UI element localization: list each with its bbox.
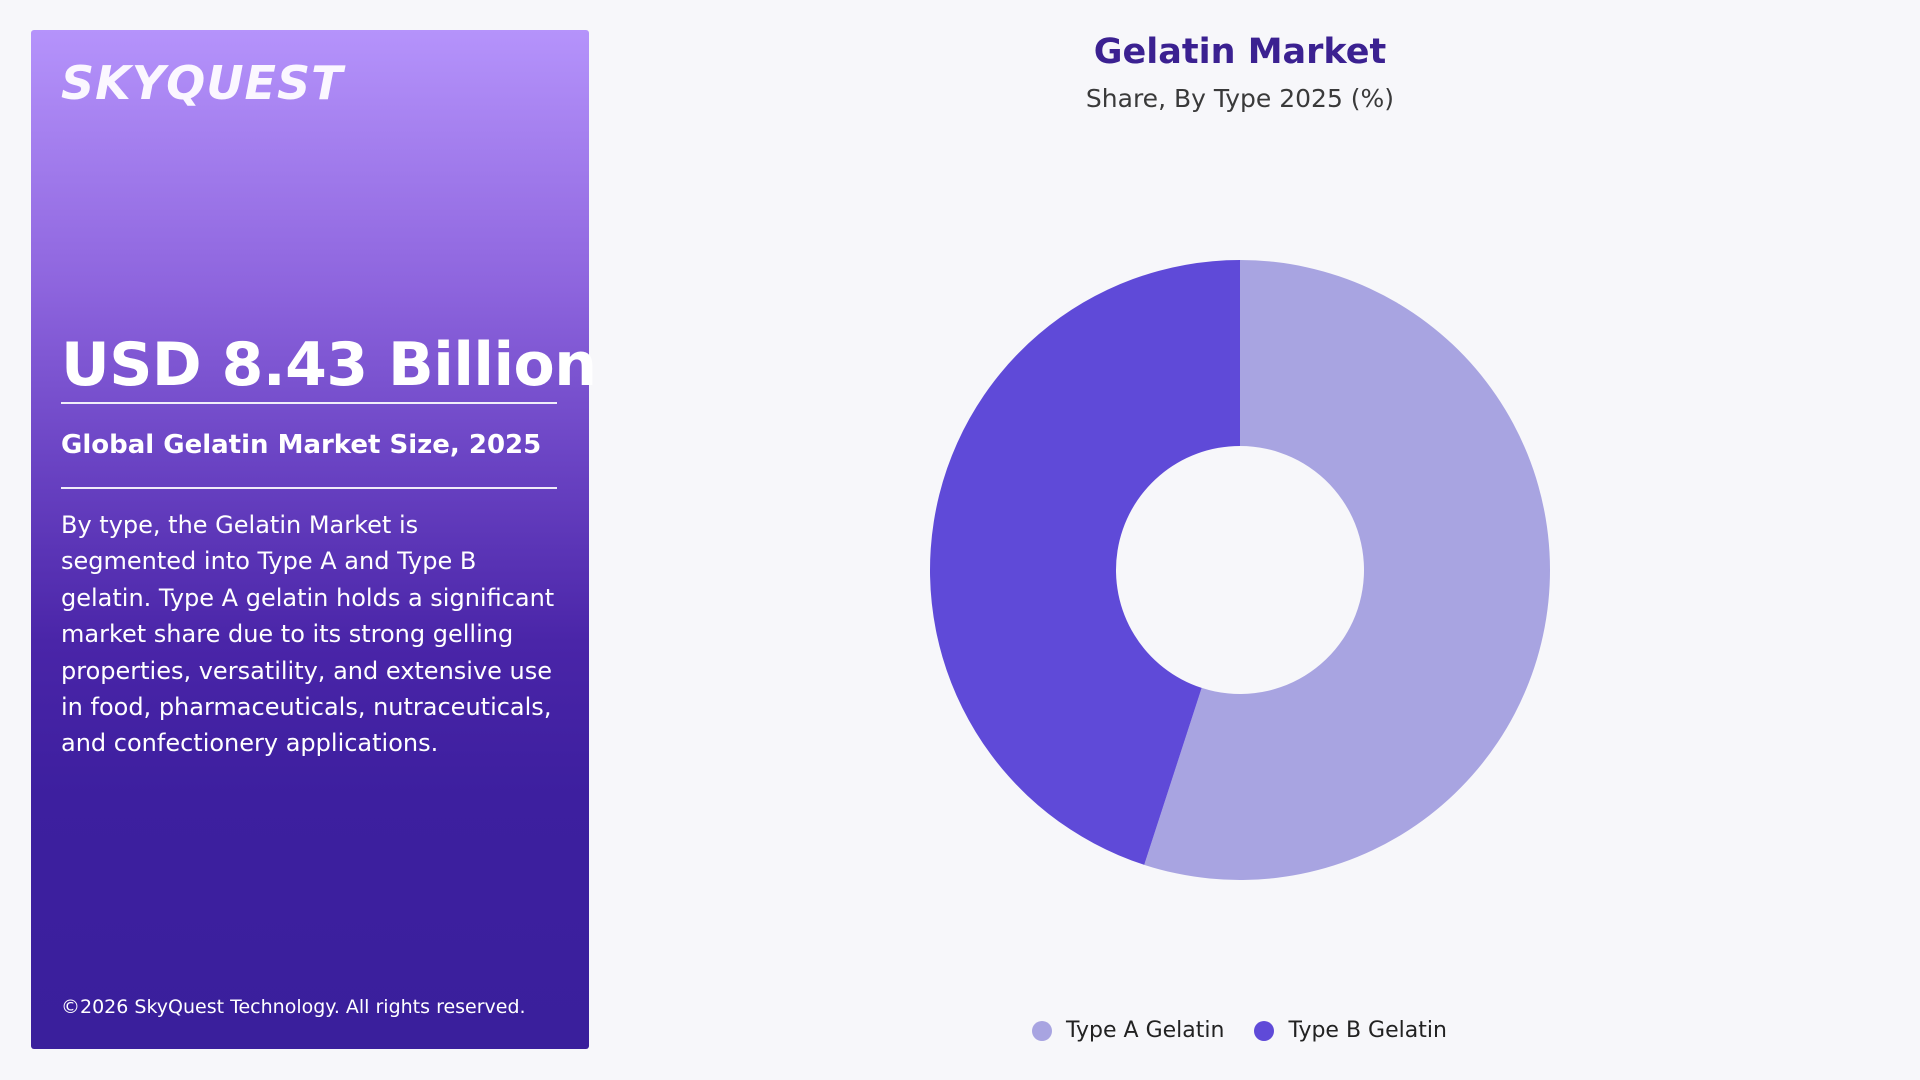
market-size-subhead: Global Gelatin Market Size, 2025 — [61, 430, 542, 460]
divider-bottom — [61, 487, 557, 489]
legend-label: Type A Gelatin — [1066, 1018, 1225, 1043]
legend-swatch — [1032, 1020, 1052, 1041]
legend-item: Type B Gelatin — [1254, 1018, 1447, 1043]
market-size-headline: USD 8.43 Billion — [61, 330, 597, 400]
summary-panel: SKYQUEST USD 8.43 Billion Global Gelatin… — [31, 30, 597, 1049]
chart-title: Gelatin Market — [1093, 32, 1387, 72]
market-description: By type, the Gelatin Market is segmented… — [61, 511, 555, 758]
chart-legend: Type A Gelatin Type B Gelatin — [1032, 1018, 1447, 1043]
donut-slice-type-b-gelatin — [930, 260, 1240, 865]
divider-top — [61, 402, 557, 404]
skyquest-logo: SKYQUEST — [61, 56, 344, 110]
legend-label: Type B Gelatin — [1288, 1018, 1447, 1043]
copyright-notice: ©2026 SkyQuest Technology. All rights re… — [61, 996, 526, 1018]
donut-chart — [930, 260, 1550, 880]
legend-item: Type A Gelatin — [1032, 1018, 1224, 1043]
chart-subtitle: Share, By Type 2025 (%) — [1085, 84, 1395, 113]
legend-swatch — [1254, 1020, 1275, 1041]
donut-slice-type-a-gelatin — [1144, 260, 1550, 880]
